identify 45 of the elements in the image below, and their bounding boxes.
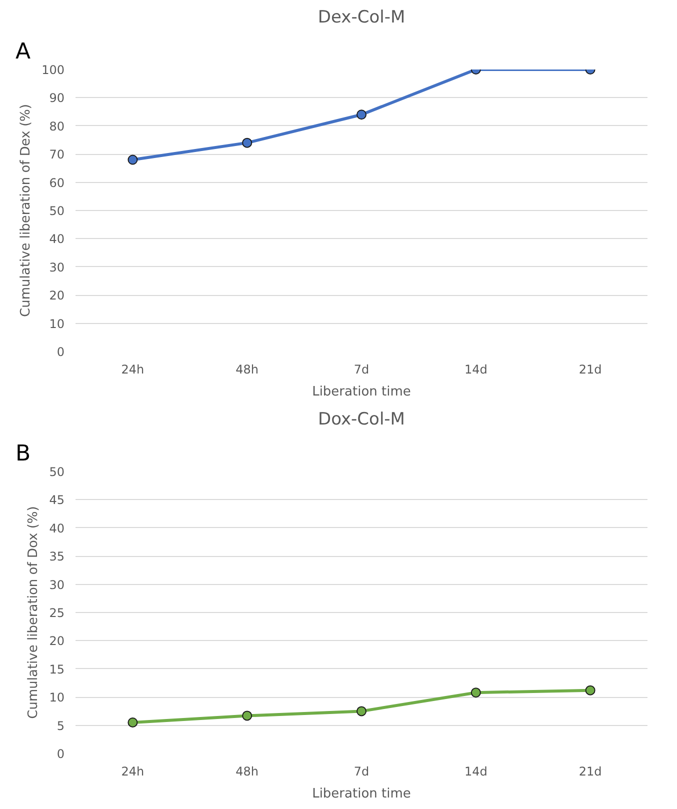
y-tick-label: 20 <box>49 288 65 303</box>
x-tick-label: 24h <box>121 362 144 376</box>
y-tick-label: 0 <box>56 747 65 761</box>
x-tick-label: 14d <box>464 362 488 376</box>
y-tick-label: 20 <box>49 634 65 648</box>
chart-title: Dox-Col-M <box>318 410 405 430</box>
x-tick-label: 7d <box>354 362 370 376</box>
x-tick-label: 21d <box>578 764 602 778</box>
y-tick-label: 10 <box>49 690 65 705</box>
y-tick-label: 45 <box>49 493 65 508</box>
text: A <box>16 40 31 64</box>
y-tick-label: 90 <box>49 91 65 106</box>
y-tick-label: 50 <box>49 204 65 218</box>
y-axis-title: Cumulative liberation of Dox (%) <box>26 506 42 719</box>
y-tick-label: 100 <box>42 63 64 77</box>
y-tick-label: 80 <box>49 119 65 134</box>
point <box>128 717 138 728</box>
y-tick-label: 35 <box>49 550 65 564</box>
y-tick-label: 0 <box>56 345 65 359</box>
y-axis-title: Cumulative liberation of Dex (%) <box>18 104 34 317</box>
x-axis-title: Liberation time <box>312 786 411 802</box>
x-tick-label: 7d <box>354 764 370 778</box>
y-tick-label: 30 <box>49 578 65 592</box>
y-tick-label: 10 <box>49 316 65 331</box>
point <box>470 688 481 698</box>
y-tick-label: 30 <box>49 260 65 274</box>
point <box>242 710 252 721</box>
y-tick-label: 40 <box>49 521 65 536</box>
y-tick-label: 60 <box>49 176 65 190</box>
point <box>585 685 596 696</box>
x-tick-label: 21d <box>578 362 602 376</box>
x-tick-label: 48h <box>236 764 259 778</box>
y-tick-label: 5 <box>56 718 65 733</box>
y-tick-label: 15 <box>49 662 65 676</box>
x-axis-title: Liberation time <box>312 384 411 400</box>
y-tick-label: 25 <box>49 606 65 620</box>
y-tick-label: 40 <box>49 232 65 246</box>
chart-title: Dex-Col-M <box>318 8 406 28</box>
x-tick-label: 24h <box>121 764 144 778</box>
y-tick-label: 50 <box>49 465 65 479</box>
x-tick-label: 14d <box>464 764 488 778</box>
y-tick-label: 70 <box>49 148 65 162</box>
point <box>356 706 366 716</box>
text: B <box>16 442 31 466</box>
x-tick-label: 48h <box>236 362 259 376</box>
